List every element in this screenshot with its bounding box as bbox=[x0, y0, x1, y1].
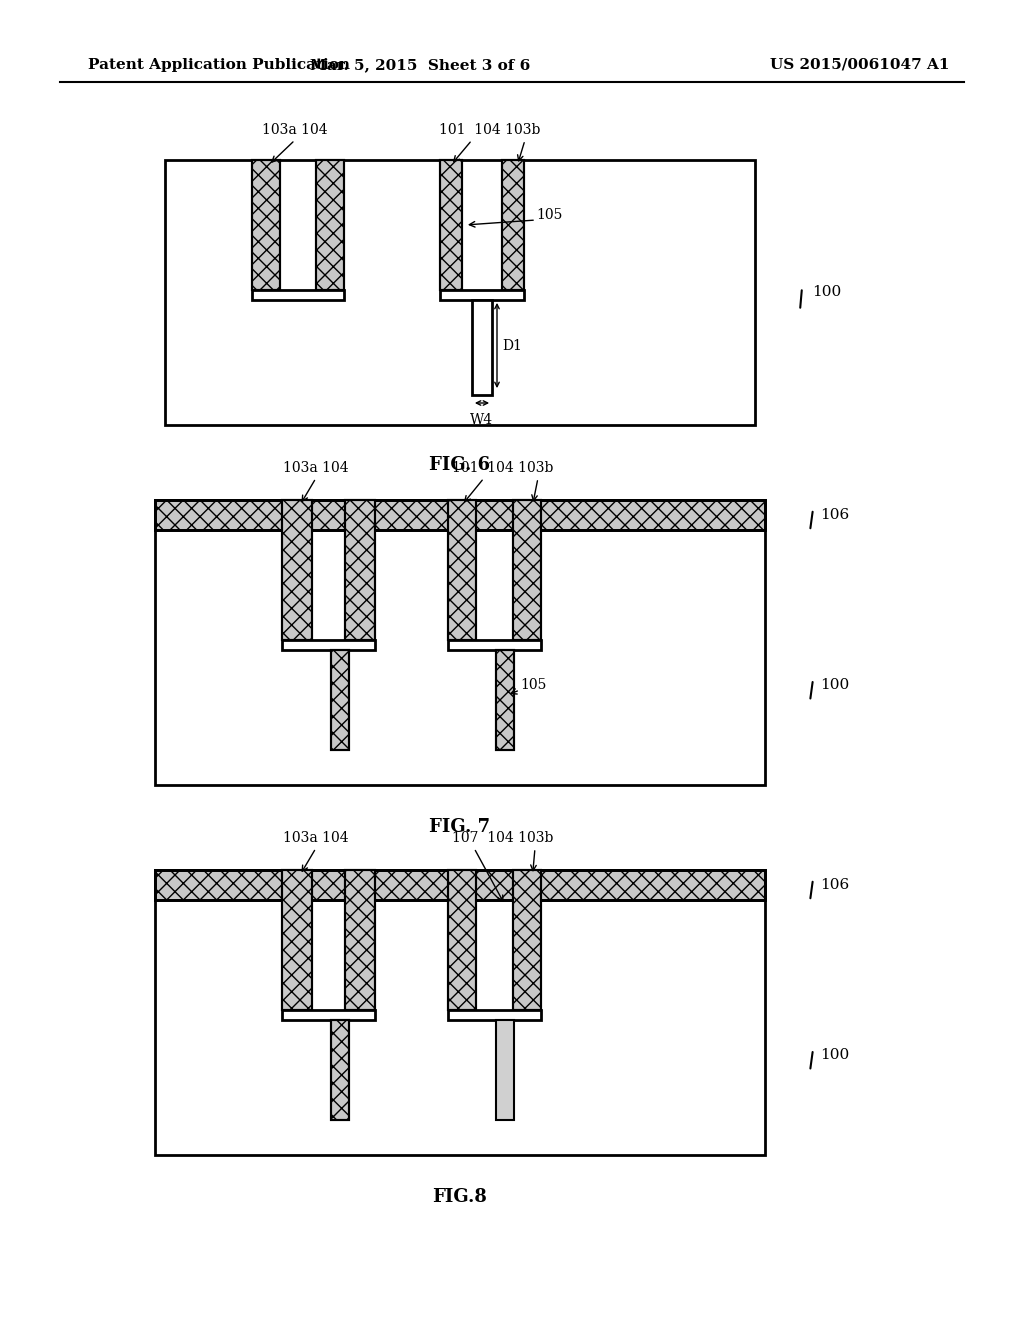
Bar bbox=[252, 160, 280, 290]
Text: 103a 104: 103a 104 bbox=[284, 461, 349, 475]
Bar bbox=[496, 649, 514, 750]
Text: FIG. 7: FIG. 7 bbox=[429, 818, 490, 836]
Bar bbox=[440, 290, 524, 300]
Bar bbox=[155, 500, 765, 785]
Bar bbox=[155, 500, 765, 531]
Bar bbox=[155, 500, 765, 531]
Bar bbox=[282, 870, 312, 1010]
Bar bbox=[345, 500, 375, 640]
Bar bbox=[155, 870, 765, 1155]
Bar bbox=[440, 160, 462, 290]
Bar bbox=[449, 870, 476, 1010]
Text: 100: 100 bbox=[820, 1048, 849, 1063]
Bar bbox=[502, 160, 524, 290]
Bar bbox=[155, 870, 765, 900]
Text: Mar. 5, 2015  Sheet 3 of 6: Mar. 5, 2015 Sheet 3 of 6 bbox=[310, 58, 530, 73]
Text: 103a 104: 103a 104 bbox=[284, 832, 349, 845]
Bar bbox=[345, 500, 375, 640]
Bar bbox=[331, 649, 349, 750]
Bar bbox=[513, 500, 541, 640]
Text: 103a 104: 103a 104 bbox=[262, 123, 328, 137]
Text: 106: 106 bbox=[820, 508, 849, 521]
Text: 105: 105 bbox=[536, 209, 562, 222]
Bar bbox=[155, 870, 765, 900]
Text: Patent Application Publication: Patent Application Publication bbox=[88, 58, 350, 73]
Bar bbox=[496, 1020, 514, 1119]
Bar bbox=[165, 160, 755, 425]
Bar bbox=[282, 500, 312, 640]
Bar bbox=[282, 870, 312, 1010]
Text: 105: 105 bbox=[520, 678, 547, 692]
Text: 100: 100 bbox=[820, 678, 849, 692]
Text: 101  104 103b: 101 104 103b bbox=[453, 461, 554, 475]
Bar bbox=[449, 870, 476, 1010]
Bar bbox=[472, 300, 492, 395]
Text: W4: W4 bbox=[470, 413, 494, 426]
Bar bbox=[282, 640, 375, 649]
Bar bbox=[331, 1020, 349, 1119]
Bar bbox=[513, 500, 541, 640]
Bar bbox=[282, 1010, 375, 1020]
Bar bbox=[449, 500, 476, 640]
Bar bbox=[282, 500, 312, 640]
Bar bbox=[449, 640, 541, 649]
Bar bbox=[513, 870, 541, 1010]
Bar bbox=[449, 500, 476, 640]
Bar bbox=[496, 649, 514, 750]
Bar bbox=[331, 1020, 349, 1119]
Text: 106: 106 bbox=[820, 878, 849, 892]
Text: 107  104 103b: 107 104 103b bbox=[453, 832, 554, 845]
Bar bbox=[345, 870, 375, 1010]
Bar bbox=[316, 160, 344, 290]
Bar bbox=[316, 160, 344, 290]
Text: FIG. 6: FIG. 6 bbox=[429, 455, 490, 474]
Text: FIG.8: FIG.8 bbox=[432, 1188, 487, 1206]
Text: US 2015/0061047 A1: US 2015/0061047 A1 bbox=[770, 58, 949, 73]
Bar bbox=[449, 1010, 541, 1020]
Bar bbox=[331, 649, 349, 750]
Bar bbox=[252, 160, 280, 290]
Bar bbox=[345, 870, 375, 1010]
Text: D1: D1 bbox=[502, 338, 522, 352]
Bar bbox=[252, 290, 344, 300]
Text: 101  104 103b: 101 104 103b bbox=[439, 123, 541, 137]
Bar bbox=[440, 160, 462, 290]
Bar bbox=[513, 870, 541, 1010]
Text: 100: 100 bbox=[812, 285, 842, 300]
Bar bbox=[502, 160, 524, 290]
